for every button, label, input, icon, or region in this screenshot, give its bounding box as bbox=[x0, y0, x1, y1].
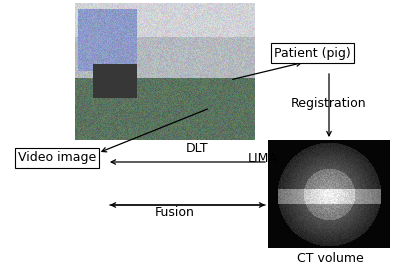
Text: Registration: Registration bbox=[291, 96, 367, 110]
Text: Patient (pig): Patient (pig) bbox=[274, 47, 350, 59]
Text: CT volume: CT volume bbox=[296, 251, 363, 265]
Text: Video image: Video image bbox=[18, 151, 96, 165]
Text: DLT: DLT bbox=[186, 142, 208, 154]
Text: LIMA: LIMA bbox=[248, 151, 278, 165]
Text: Fusion: Fusion bbox=[155, 206, 195, 218]
